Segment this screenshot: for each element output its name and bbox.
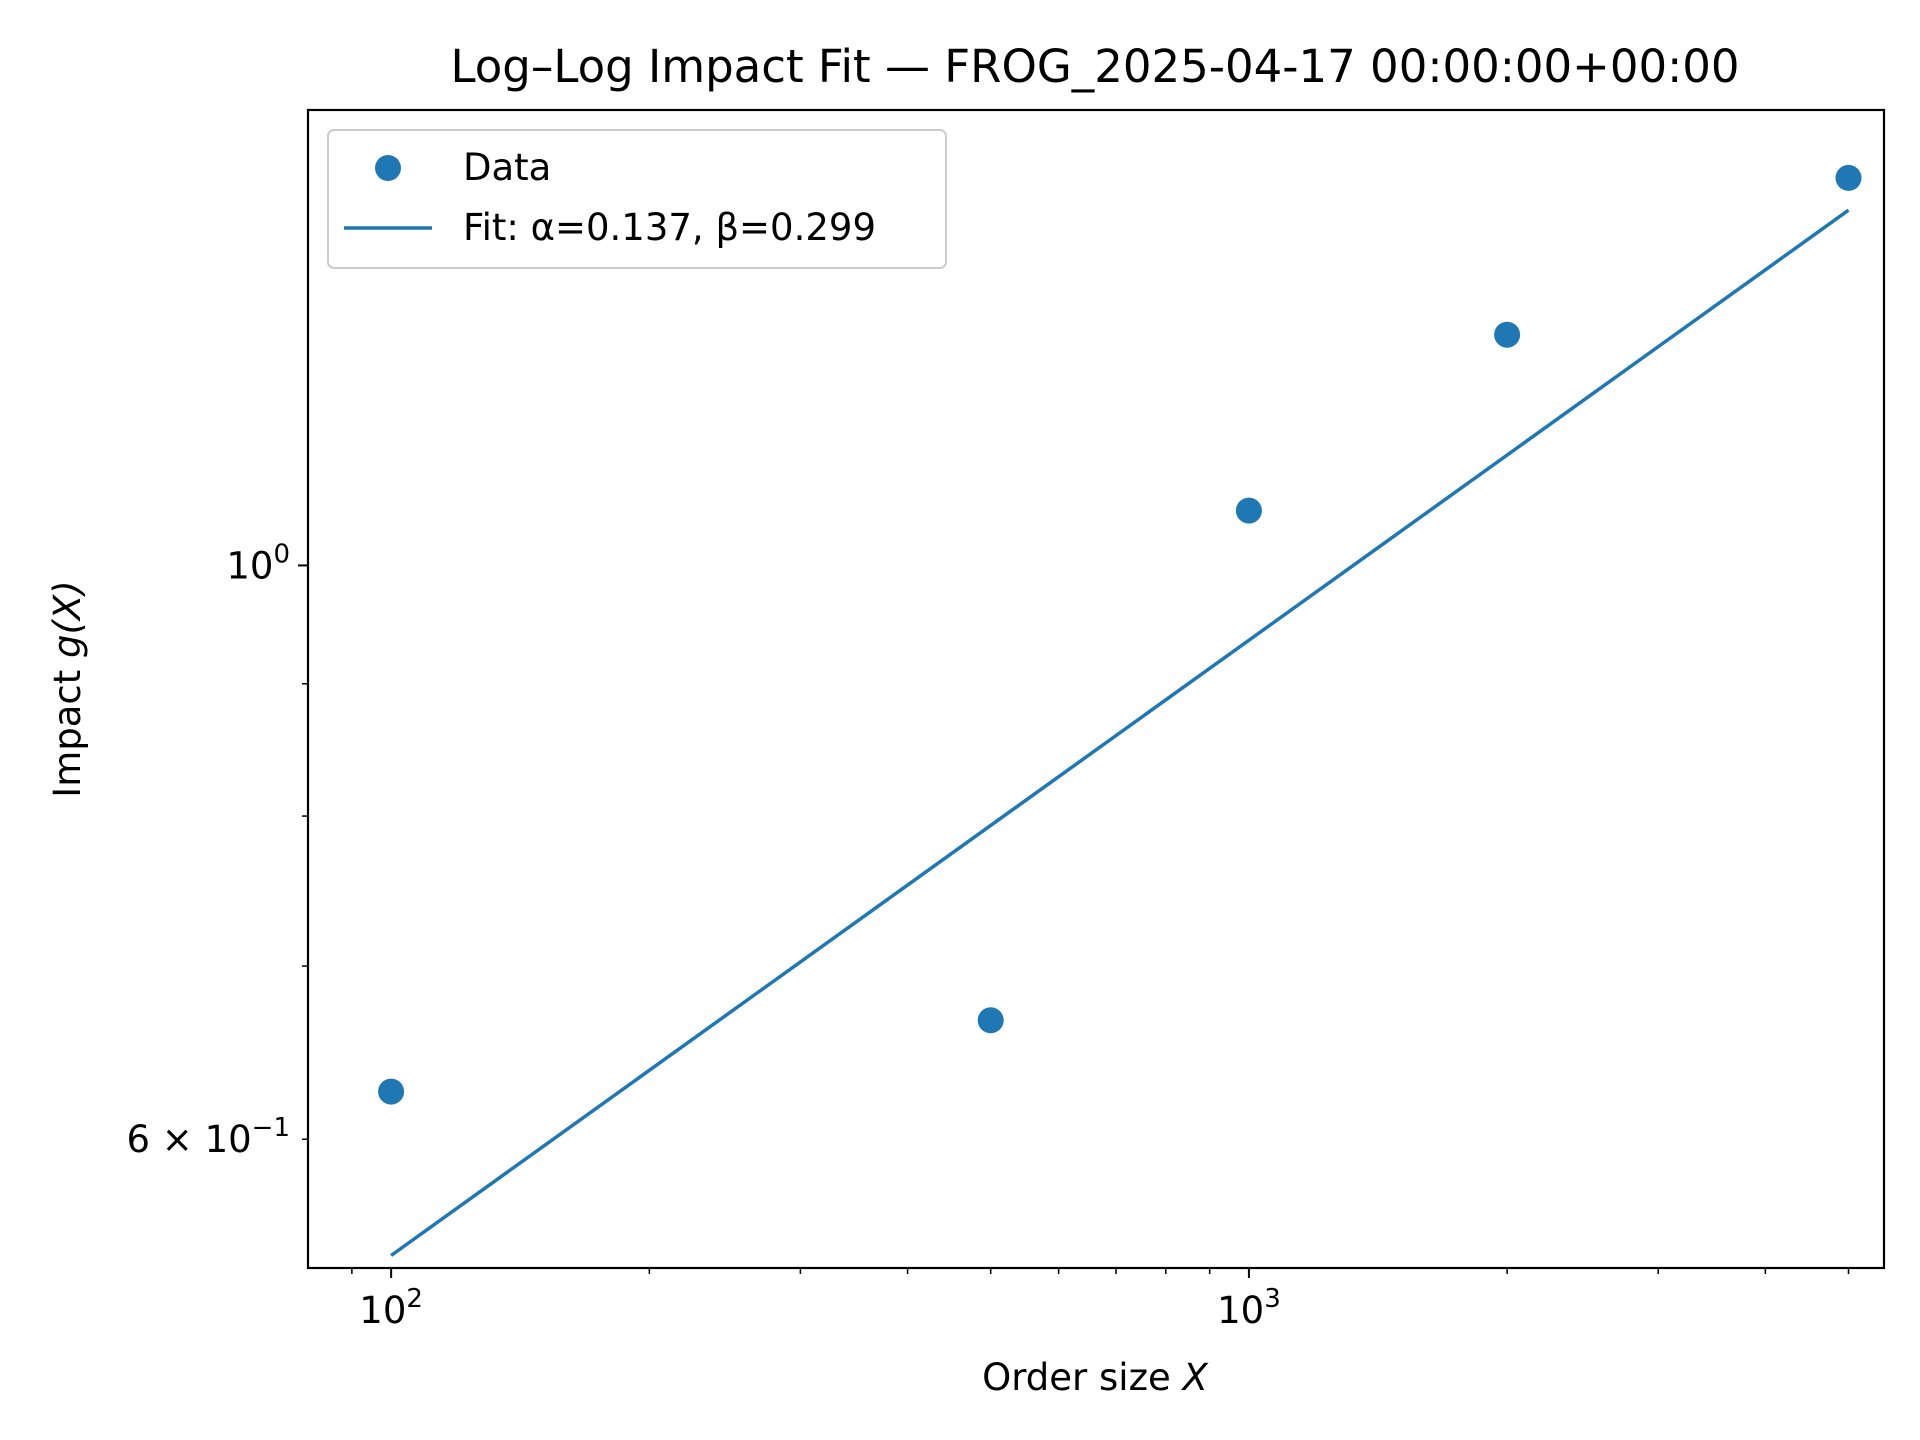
- x-axis-label-prefix: Order size: [982, 1356, 1182, 1399]
- y-tick-label-exponent: 0: [273, 539, 290, 569]
- data-point: [977, 1007, 1004, 1034]
- legend-data-marker: [375, 155, 401, 181]
- x-tick-label: 103: [1217, 1284, 1281, 1332]
- data-point: [1835, 164, 1862, 191]
- chart-title: Log–Log Impact Fit — FROG_2025-04-17 00:…: [450, 40, 1739, 93]
- legend-label-fit: Fit: α=0.137, β=0.299: [463, 206, 876, 249]
- x-tick-label-base: 10: [1217, 1289, 1264, 1332]
- x-tick-label-exponent: 3: [1264, 1284, 1281, 1314]
- fit-layer: [390, 208, 1850, 1257]
- y-tick-label-base: 10: [205, 1118, 252, 1161]
- data-point: [1494, 321, 1521, 348]
- x-tick-label: 102: [359, 1284, 423, 1332]
- y-tick-label: 6 × 10−1: [127, 1113, 291, 1161]
- legend-box: [327, 129, 947, 269]
- data-points: [378, 164, 1862, 1105]
- y-axis-label: Impact g(X): [46, 580, 89, 797]
- data-point: [378, 1078, 405, 1105]
- y-tick-label: 100: [226, 539, 290, 587]
- legend: Data Fit: α=0.137, β=0.299: [327, 129, 947, 269]
- y-axis-label-prefix: Impact: [46, 658, 89, 798]
- x-axis-ticks: 102 103: [351, 1268, 1850, 1332]
- x-tick-label-base: 10: [359, 1289, 406, 1332]
- fit-line: [390, 208, 1850, 1257]
- y-tick-label-exponent: −1: [252, 1113, 290, 1143]
- axes-frame: [306, 108, 1886, 1270]
- data-point: [1235, 497, 1262, 524]
- y-tick-label-mantissa: 6 ×: [127, 1118, 205, 1161]
- x-axis-label: Order size X: [982, 1356, 1209, 1399]
- legend-label-data: Data: [463, 146, 551, 189]
- x-axis-label-variable: X: [1181, 1356, 1210, 1399]
- y-axis-label-variable: g(X): [46, 580, 89, 658]
- y-tick-label-base: 10: [226, 544, 273, 587]
- x-tick-label-exponent: 2: [406, 1284, 423, 1314]
